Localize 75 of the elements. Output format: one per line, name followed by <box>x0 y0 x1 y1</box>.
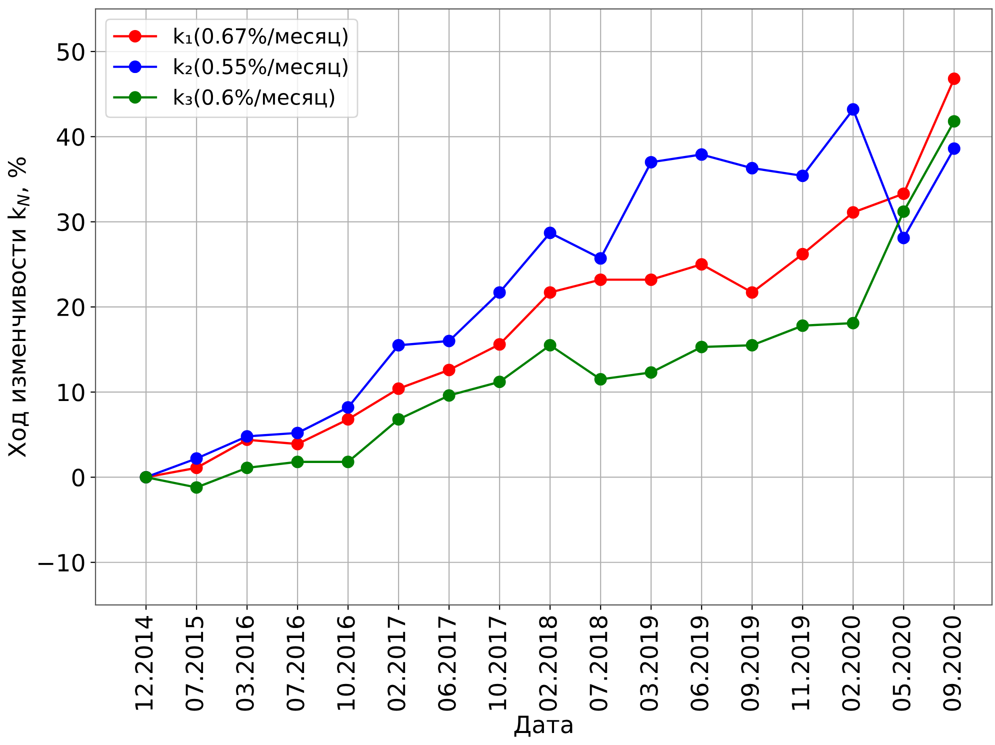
y-tick-label: 40 <box>56 128 84 146</box>
point <box>392 382 405 395</box>
legend-label: k₃(0.6%/месяц) <box>174 88 334 108</box>
point <box>796 170 809 182</box>
point <box>948 115 960 128</box>
x-tick-label: 10.2017 <box>488 616 506 710</box>
point <box>897 205 910 218</box>
legend-label: k₁(0.67%/месяц) <box>174 28 348 46</box>
x-tick-label: 09.2020 <box>943 616 961 711</box>
y-tick-label: 50 <box>58 42 84 61</box>
y-tick-label: −10 <box>38 554 84 572</box>
point <box>796 319 809 332</box>
point <box>240 430 254 443</box>
point <box>342 413 354 426</box>
x-tick-label: 02.2018 <box>539 616 557 711</box>
legend-label: k₂(0.55%/месяц) <box>174 58 348 77</box>
point <box>948 72 960 86</box>
point <box>291 426 304 440</box>
point <box>695 258 708 271</box>
point <box>240 462 254 474</box>
point <box>746 339 758 352</box>
x-tick-label: 11.2019 <box>792 616 810 710</box>
point <box>493 286 506 299</box>
point <box>897 232 910 244</box>
point <box>442 334 456 348</box>
point <box>190 481 203 494</box>
point <box>644 156 658 168</box>
point <box>342 401 354 414</box>
point <box>644 273 658 286</box>
y-tick-label: 20 <box>57 298 84 316</box>
point <box>948 142 960 155</box>
x-tick-label: 02.2020 <box>842 616 860 711</box>
y-tick-label: 10 <box>58 384 84 402</box>
point <box>442 389 456 402</box>
x-tick-label: 06.2019 <box>690 616 708 711</box>
point <box>291 456 304 468</box>
point <box>644 366 658 379</box>
y-tick-label: 30 <box>58 213 84 232</box>
point <box>846 206 860 219</box>
point <box>544 226 556 240</box>
point <box>291 438 304 450</box>
point <box>190 452 203 465</box>
point <box>594 252 607 265</box>
point <box>846 103 860 116</box>
x-tick-label: 02.2017 <box>388 616 406 711</box>
point <box>846 316 860 330</box>
x-tick-label: 07.2018 <box>590 616 608 711</box>
x-tick-label: 07.2016 <box>286 616 304 711</box>
point <box>594 273 607 286</box>
point <box>544 286 556 299</box>
x-axis-title: Дата <box>514 716 572 737</box>
point <box>493 376 506 388</box>
point <box>544 339 556 352</box>
y-tick-label: 0 <box>72 468 84 487</box>
x-tick-label: 12.2014 <box>135 616 153 710</box>
point <box>746 286 758 299</box>
point <box>796 248 809 260</box>
x-tick-label: 06.2017 <box>438 616 456 711</box>
y-axis-title: Ход изменчивости k$_{N}$, % <box>8 157 30 458</box>
point <box>442 364 456 376</box>
point <box>695 148 708 161</box>
point <box>342 456 354 468</box>
point <box>746 162 758 174</box>
point <box>392 413 405 426</box>
x-tick-label: 10.2016 <box>337 616 355 710</box>
point <box>392 339 405 352</box>
x-tick-label: 03.2019 <box>640 616 658 711</box>
x-tick-label: 07.2015 <box>186 616 204 711</box>
x-tick-label: 03.2016 <box>236 616 254 711</box>
x-tick-label: 09.2019 <box>741 616 759 711</box>
point <box>695 340 708 354</box>
x-tick-label: 05.2020 <box>892 616 910 711</box>
point <box>897 187 910 200</box>
point <box>493 338 506 351</box>
point <box>594 373 607 386</box>
